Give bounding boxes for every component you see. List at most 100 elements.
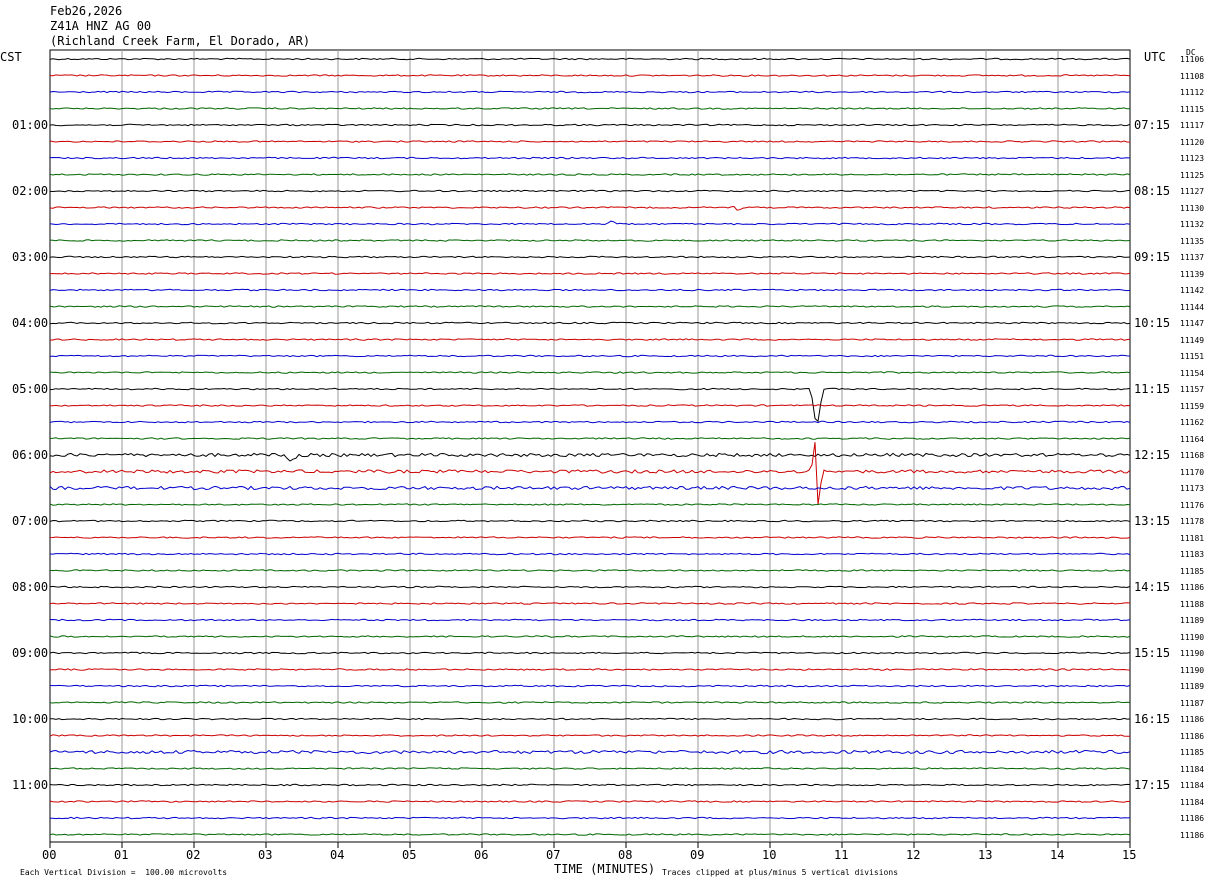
trace-13 (49, 272, 1131, 275)
trace-38 (49, 684, 1131, 688)
right-timezone-label: UTC (1144, 50, 1166, 64)
left-hour-label: 01:00 (12, 118, 49, 132)
right-hour-label: 07:15 (1134, 118, 1171, 132)
dc-offset-label: 11186 (1180, 814, 1205, 823)
x-tick-label: 05 (402, 848, 417, 862)
dc-label: DC (1186, 48, 1196, 57)
dc-offset-label: 11184 (1180, 797, 1205, 807)
trace-24 (49, 452, 1131, 462)
location-label: (Richland Creek Farm, El Dorado, AR) (50, 34, 311, 48)
trace-28 (49, 519, 1131, 523)
dc-offset-label: 11125 (1180, 170, 1205, 180)
right-hour-label: 17:15 (1134, 778, 1171, 792)
left-hour-label: 11:00 (12, 778, 49, 792)
dc-offset-label: 11120 (1180, 137, 1205, 147)
dc-offset-label: 11178 (1180, 517, 1205, 526)
right-hour-label: 16:15 (1134, 712, 1171, 726)
x-tick-label: 08 (618, 848, 633, 862)
trace-21 (49, 404, 1131, 407)
trace-12 (49, 255, 1131, 259)
trace-32 (49, 585, 1131, 589)
dc-offset-label: 11159 (1180, 401, 1205, 411)
dc-offset-label: 11162 (1180, 418, 1205, 427)
trace-14 (49, 288, 1131, 292)
trace-11 (49, 239, 1131, 242)
left-hour-label: 08:00 (12, 580, 49, 594)
dc-offset-label: 11157 (1180, 385, 1205, 394)
dc-offset-label: 11186 (1180, 830, 1205, 840)
trace-15 (49, 305, 1131, 308)
dc-offset-label: 11186 (1180, 583, 1205, 592)
x-tick-label: 15 (1122, 848, 1137, 862)
trace-16 (49, 321, 1131, 325)
trace-34 (49, 618, 1131, 622)
dc-offset-label: 11190 (1180, 649, 1205, 658)
trace-10 (49, 220, 1131, 226)
trace-43 (49, 767, 1131, 770)
trace-8 (49, 189, 1131, 193)
dc-offset-label: 11108 (1180, 71, 1205, 81)
left-hour-label: 03:00 (12, 250, 49, 264)
trace-23 (49, 437, 1131, 440)
dc-offset-label: 11184 (1180, 781, 1205, 790)
x-tick-label: 01 (114, 848, 129, 862)
left-hour-label: 07:00 (12, 514, 49, 528)
trace-29 (49, 536, 1131, 539)
trace-31 (49, 569, 1131, 572)
dc-offset-label: 11151 (1180, 352, 1205, 361)
dc-offset-label: 11130 (1180, 203, 1205, 213)
trace-42 (49, 749, 1131, 755)
right-hour-label: 12:15 (1134, 448, 1171, 462)
trace-18 (49, 354, 1131, 358)
trace-7 (49, 173, 1131, 176)
trace-33 (49, 602, 1131, 605)
dc-offset-label: 11132 (1180, 220, 1205, 229)
x-tick-label: 02 (186, 848, 201, 862)
dc-offset-label: 11149 (1180, 335, 1205, 345)
trace-44 (49, 783, 1131, 787)
clip-note: Traces clipped at plus/minus 5 vertical … (662, 868, 899, 877)
x-axis-title: TIME (MINUTES) (554, 862, 656, 876)
station-label: Z41A HNZ AG 00 (50, 19, 152, 33)
dc-offset-label: 11117 (1180, 121, 1205, 130)
dc-offset-label: 11142 (1180, 286, 1205, 295)
trace-47 (49, 833, 1131, 836)
x-tick-label: 11 (834, 848, 849, 862)
trace-6 (49, 156, 1131, 160)
dc-offset-label: 11185 (1180, 566, 1205, 576)
x-tick-label: 09 (690, 848, 705, 862)
x-tick-label: 03 (258, 848, 273, 862)
x-tick-label: 10 (762, 848, 777, 862)
dc-offset-label: 11186 (1180, 731, 1205, 741)
trace-1 (49, 74, 1131, 77)
trace-19 (49, 371, 1131, 374)
scale-note: Each Vertical Division = 100.00 microvol… (20, 868, 228, 877)
trace-9 (49, 205, 1131, 211)
trace-45 (49, 800, 1131, 803)
trace-41 (49, 734, 1130, 737)
dc-offset-label: 11187 (1180, 698, 1205, 708)
left-hour-label: 05:00 (12, 382, 49, 396)
left-hour-label: 06:00 (12, 448, 49, 462)
x-tick-label: 12 (906, 848, 921, 862)
date-label: Feb26,2026 (50, 4, 123, 18)
right-hour-label: 14:15 (1134, 580, 1171, 594)
trace-26 (49, 485, 1131, 491)
left-timezone-label: CST (0, 50, 22, 64)
right-hour-label: 09:15 (1134, 250, 1171, 264)
dc-offset-label: 11164 (1180, 434, 1205, 444)
left-hour-label: 02:00 (12, 184, 49, 198)
dc-offset-label: 11188 (1180, 599, 1205, 609)
dc-offset-label: 11127 (1180, 187, 1205, 196)
trace-25 (49, 442, 1131, 505)
dc-offset-label: 11189 (1180, 616, 1205, 625)
left-hour-label: 10:00 (12, 712, 49, 726)
trace-22 (49, 420, 1131, 424)
trace-17 (50, 338, 1131, 341)
right-hour-label: 13:15 (1134, 514, 1171, 528)
trace-3 (49, 107, 1131, 110)
trace-27 (49, 503, 1131, 506)
dc-offset-label: 11154 (1180, 368, 1205, 378)
dc-offset-label: 11190 (1180, 632, 1205, 642)
